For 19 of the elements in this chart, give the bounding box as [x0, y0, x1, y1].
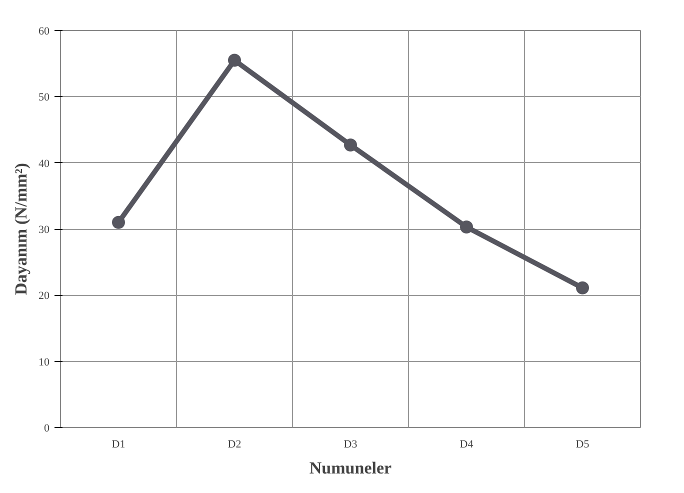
y-tick-label: 40 [38, 158, 50, 170]
y-axis-title: Dayanım (N/mm²) [12, 162, 30, 296]
x-axis-title: Numuneler [309, 458, 392, 478]
y-tick-label: 30 [38, 224, 50, 236]
point [112, 216, 125, 229]
point [344, 138, 357, 152]
x-tick-label: D4 [460, 438, 474, 450]
point [460, 220, 473, 234]
x-tick-label: D1 [112, 438, 126, 450]
y-tick-label: 10 [38, 356, 50, 368]
y-tick-label: 0 [44, 422, 50, 434]
y-tick-label: 60 [38, 26, 50, 38]
x-tick-label: D5 [576, 438, 590, 450]
y-tick-label: 50 [38, 92, 50, 104]
x-tick-label: D3 [344, 438, 358, 450]
x-tick-label: D2 [228, 438, 242, 450]
point [576, 281, 589, 294]
point [228, 54, 241, 67]
y-tick-label: 20 [38, 290, 50, 302]
